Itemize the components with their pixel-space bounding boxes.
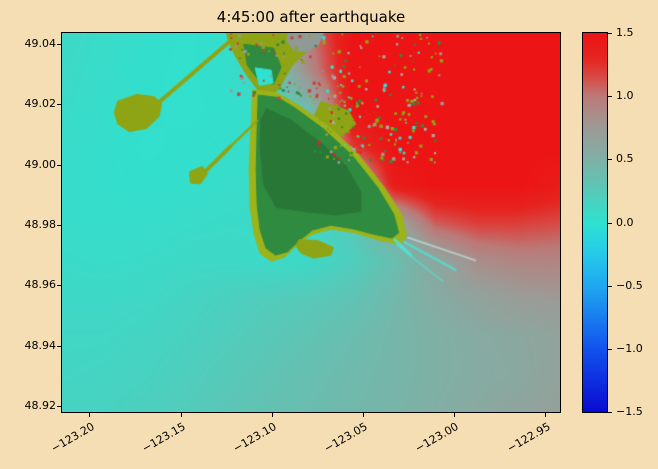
- colorbar-tick-label: 1.5: [616, 26, 634, 39]
- x-tick-label: −123.05: [322, 419, 370, 456]
- y-tick-label: 48.96: [24, 278, 57, 292]
- x-tick-label: −123.20: [48, 419, 97, 456]
- colorbar-tick-mark: [608, 96, 612, 98]
- y-tick-mark: [57, 406, 61, 407]
- x-tick-label: −122.95: [504, 419, 553, 456]
- colorbar-tick-label: −1.0: [616, 341, 643, 355]
- x-tick-mark: [454, 413, 456, 417]
- y-tick-label: 49.00: [24, 157, 57, 171]
- y-tick-label: 49.04: [24, 36, 57, 50]
- colorbar: [582, 32, 608, 413]
- colorbar-tick-mark: [608, 412, 612, 413]
- chart-title: 4:45:00 after earthquake: [216, 8, 406, 26]
- colorbar-tick-mark: [608, 159, 612, 161]
- colorbar-tick-mark: [608, 33, 612, 34]
- x-tick-mark: [545, 413, 547, 417]
- y-tick-mark: [57, 104, 61, 106]
- y-tick-label: 48.94: [24, 338, 57, 352]
- x-tick-mark: [271, 413, 273, 417]
- y-tick-mark: [57, 164, 61, 166]
- y-tick-mark: [57, 224, 61, 226]
- y-tick-mark: [57, 285, 61, 287]
- y-tick-label: 49.02: [24, 97, 57, 111]
- y-tick-mark: [57, 345, 61, 347]
- heatmap-canvas: [62, 33, 560, 412]
- colorbar-tick-label: 1.0: [616, 89, 634, 103]
- colorbar-tick-label: 0.0: [616, 215, 634, 229]
- x-tick-mark: [180, 413, 182, 417]
- y-tick-label: 48.92: [24, 399, 57, 412]
- colorbar-tick-label: −1.5: [616, 405, 643, 418]
- colorbar-tick-label: −0.5: [616, 278, 643, 292]
- colorbar-tick-mark: [608, 222, 612, 224]
- x-tick-label: −123.00: [413, 419, 462, 456]
- colorbar-tick-label: 0.5: [616, 152, 634, 166]
- x-tick-label: −123.10: [230, 419, 279, 456]
- y-tick-mark: [57, 43, 61, 45]
- colorbar-tick-mark: [608, 348, 612, 350]
- colorbar-tick-mark: [608, 285, 612, 287]
- x-tick-mark: [363, 413, 364, 417]
- x-tick-mark: [89, 413, 91, 417]
- y-tick-label: 48.98: [24, 217, 57, 231]
- x-tick-label: −123.15: [139, 419, 188, 456]
